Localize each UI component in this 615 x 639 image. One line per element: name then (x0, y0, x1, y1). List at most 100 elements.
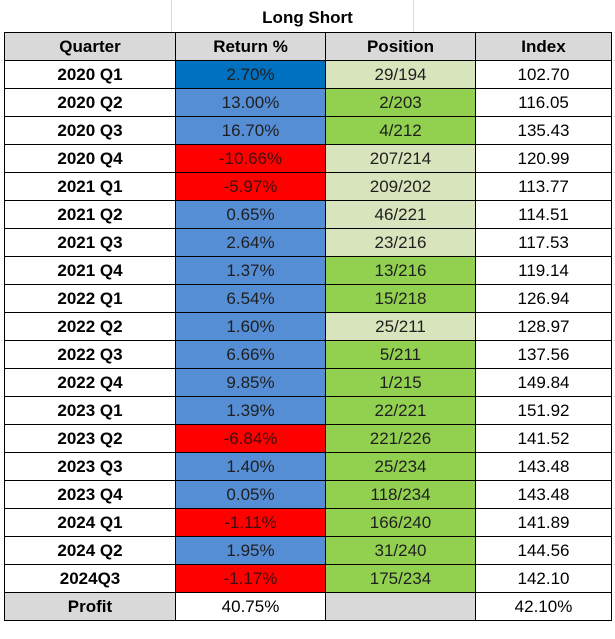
cell-quarter[interactable]: 2022 Q2 (4, 312, 176, 341)
cell-return[interactable]: 1.37% (175, 256, 326, 285)
table-row: 2021 Q1 -5.97% 209/202 113.77 (4, 172, 612, 201)
table-row: 2023 Q3 1.40% 25/234 143.48 (4, 452, 612, 481)
cell-position[interactable]: 22/221 (325, 396, 476, 425)
sheet-gridline (171, 0, 172, 32)
cell-quarter[interactable]: 2024Q3 (4, 564, 176, 593)
cell-quarter[interactable]: 2023 Q4 (4, 480, 176, 509)
long-short-table: Quarter Return % Position Index 2020 Q1 2… (4, 32, 612, 621)
cell-index[interactable]: 141.52 (475, 424, 612, 453)
cell-return[interactable]: 6.54% (175, 284, 326, 313)
cell-index[interactable]: 151.92 (475, 396, 612, 425)
cell-position[interactable]: 5/211 (325, 340, 476, 369)
cell-index[interactable]: 141.89 (475, 508, 612, 537)
cell-index[interactable]: 142.10 (475, 564, 612, 593)
table-row: 2024 Q2 1.95% 31/240 144.56 (4, 536, 612, 565)
cell-return[interactable]: 1.39% (175, 396, 326, 425)
table-row: 2022 Q3 6.66% 5/211 137.56 (4, 340, 612, 369)
cell-index[interactable]: 119.14 (475, 256, 612, 285)
table-row: 2020 Q2 13.00% 2/203 116.05 (4, 88, 612, 117)
cell-index[interactable]: 137.56 (475, 340, 612, 369)
cell-position[interactable]: 166/240 (325, 508, 476, 537)
cell-index[interactable]: 113.77 (475, 172, 612, 201)
cell-position[interactable]: 2/203 (325, 88, 476, 117)
cell-quarter[interactable]: 2020 Q1 (4, 60, 176, 89)
cell-quarter[interactable]: 2023 Q2 (4, 424, 176, 453)
cell-index[interactable]: 102.70 (475, 60, 612, 89)
table-row: 2023 Q4 0.05% 118/234 143.48 (4, 480, 612, 509)
cell-position[interactable]: 25/211 (325, 312, 476, 341)
cell-quarter[interactable]: 2020 Q3 (4, 116, 176, 145)
header-position[interactable]: Position (325, 32, 476, 61)
cell-position[interactable]: 15/218 (325, 284, 476, 313)
cell-index[interactable]: 120.99 (475, 144, 612, 173)
cell-position[interactable]: 46/221 (325, 200, 476, 229)
cell-position[interactable]: 221/226 (325, 424, 476, 453)
cell-index[interactable]: 128.97 (475, 312, 612, 341)
cell-index[interactable]: 143.48 (475, 452, 612, 481)
cell-return[interactable]: 1.40% (175, 452, 326, 481)
table-row: 2023 Q1 1.39% 22/221 151.92 (4, 396, 612, 425)
cell-position[interactable]: 31/240 (325, 536, 476, 565)
cell-position[interactable]: 4/212 (325, 116, 476, 145)
cell-position[interactable]: 29/194 (325, 60, 476, 89)
profit-index[interactable]: 42.10% (475, 592, 612, 621)
cell-return[interactable]: 6.66% (175, 340, 326, 369)
cell-return[interactable]: -5.97% (175, 172, 326, 201)
cell-index[interactable]: 149.84 (475, 368, 612, 397)
cell-quarter[interactable]: 2022 Q1 (4, 284, 176, 313)
cell-quarter[interactable]: 2024 Q2 (4, 536, 176, 565)
cell-quarter[interactable]: 2020 Q4 (4, 144, 176, 173)
cell-quarter[interactable]: 2023 Q1 (4, 396, 176, 425)
cell-index[interactable]: 114.51 (475, 200, 612, 229)
profit-label[interactable]: Profit (4, 592, 176, 621)
cell-index[interactable]: 116.05 (475, 88, 612, 117)
cell-position[interactable]: 13/216 (325, 256, 476, 285)
cell-quarter[interactable]: 2020 Q2 (4, 88, 176, 117)
cell-position[interactable]: 23/216 (325, 228, 476, 257)
cell-index[interactable]: 135.43 (475, 116, 612, 145)
cell-return[interactable]: -10.66% (175, 144, 326, 173)
cell-quarter[interactable]: 2021 Q3 (4, 228, 176, 257)
cell-return[interactable]: 16.70% (175, 116, 326, 145)
cell-return[interactable]: -1.17% (175, 564, 326, 593)
table-row: 2020 Q3 16.70% 4/212 135.43 (4, 116, 612, 145)
cell-position[interactable]: 207/214 (325, 144, 476, 173)
cell-position[interactable]: 175/234 (325, 564, 476, 593)
cell-position[interactable]: 209/202 (325, 172, 476, 201)
cell-index[interactable]: 144.56 (475, 536, 612, 565)
cell-quarter[interactable]: 2024 Q1 (4, 508, 176, 537)
cell-return[interactable]: 2.70% (175, 60, 326, 89)
cell-quarter[interactable]: 2022 Q4 (4, 368, 176, 397)
table-row: 2024Q3 -1.17% 175/234 142.10 (4, 564, 612, 593)
header-return[interactable]: Return % (175, 32, 326, 61)
cell-index[interactable]: 126.94 (475, 284, 612, 313)
profit-position[interactable] (325, 592, 476, 621)
cell-index[interactable]: 143.48 (475, 480, 612, 509)
cell-return[interactable]: 0.05% (175, 480, 326, 509)
cell-return[interactable]: 1.95% (175, 536, 326, 565)
cell-quarter[interactable]: 2022 Q3 (4, 340, 176, 369)
cell-quarter[interactable]: 2023 Q3 (4, 452, 176, 481)
cell-position[interactable]: 25/234 (325, 452, 476, 481)
cell-return[interactable]: 1.60% (175, 312, 326, 341)
cell-return[interactable]: 2.64% (175, 228, 326, 257)
cell-quarter[interactable]: 2021 Q1 (4, 172, 176, 201)
table-row: 2023 Q2 -6.84% 221/226 141.52 (4, 424, 612, 453)
header-quarter[interactable]: Quarter (4, 32, 176, 61)
cell-return[interactable]: 9.85% (175, 368, 326, 397)
profit-return[interactable]: 40.75% (175, 592, 326, 621)
cell-return[interactable]: 13.00% (175, 88, 326, 117)
table-row: 2022 Q2 1.60% 25/211 128.97 (4, 312, 612, 341)
header-index[interactable]: Index (475, 32, 612, 61)
cell-return[interactable]: -6.84% (175, 424, 326, 453)
cell-position[interactable]: 1/215 (325, 368, 476, 397)
cell-return[interactable]: 0.65% (175, 200, 326, 229)
cell-quarter[interactable]: 2021 Q4 (4, 256, 176, 285)
table-row: 2021 Q4 1.37% 13/216 119.14 (4, 256, 612, 285)
footer-row: Profit 40.75% 42.10% (4, 592, 612, 621)
table-row: 2021 Q3 2.64% 23/216 117.53 (4, 228, 612, 257)
cell-quarter[interactable]: 2021 Q2 (4, 200, 176, 229)
cell-position[interactable]: 118/234 (325, 480, 476, 509)
cell-return[interactable]: -1.11% (175, 508, 326, 537)
cell-index[interactable]: 117.53 (475, 228, 612, 257)
